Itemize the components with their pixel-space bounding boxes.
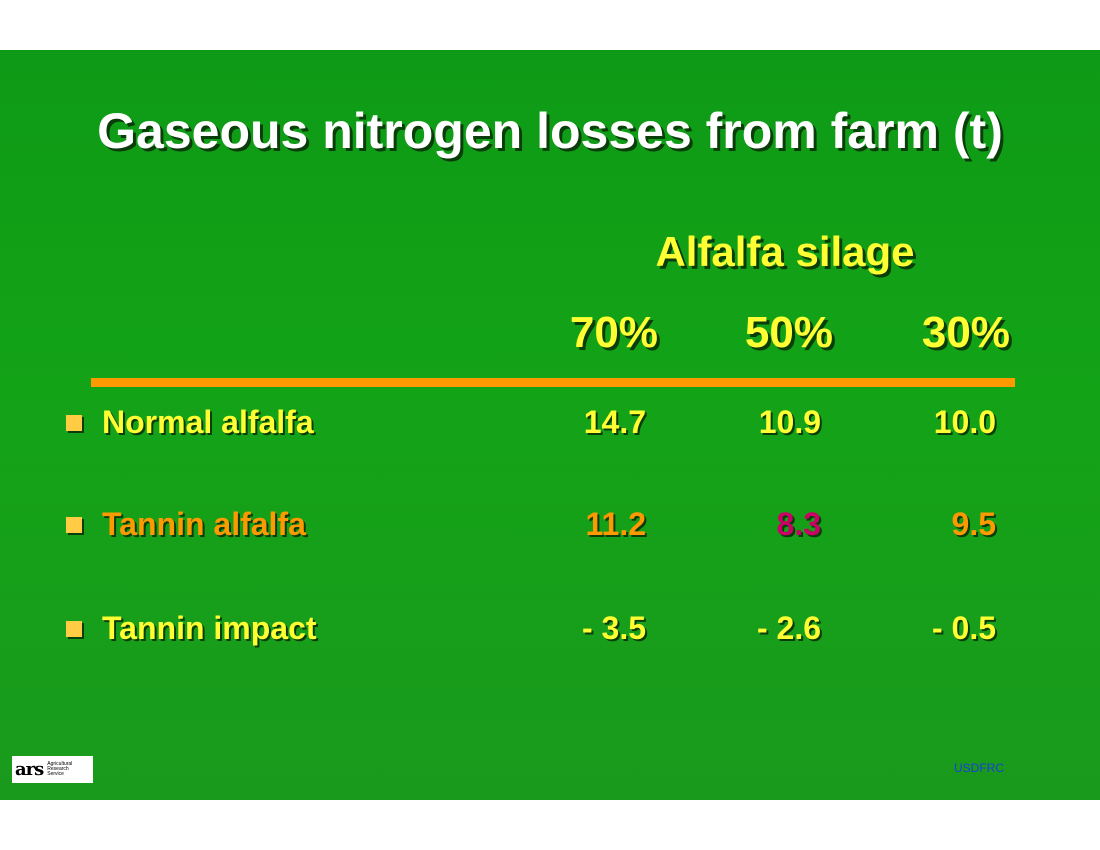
column-header-70: 70% (569, 308, 658, 357)
logo-line: Research (47, 766, 69, 772)
column-group-header: Alfalfa silage (655, 228, 915, 275)
ars-logo-text: Agricultural Research Service (47, 762, 72, 777)
logo-line: Service (47, 771, 64, 777)
footer-label: USDFRC (954, 761, 1004, 775)
cell-impact-70: - 3.5 (581, 610, 646, 646)
bullet-square-icon (66, 516, 82, 533)
slide-title: Gaseous nitrogen losses from farm (t) (97, 103, 1003, 159)
cell-tannin-70: 11.2 (585, 506, 646, 542)
column-header-50: 50% (744, 308, 833, 357)
cell-impact-30: - 0.5 (931, 610, 996, 646)
row-label-tannin-alfalfa: Tannin alfalfa (66, 506, 306, 543)
cell-normal-50: 10.9 (758, 404, 821, 440)
ars-logo: ars Agricultural Research Service (12, 756, 93, 783)
cell-impact-50: - 2.6 (756, 610, 821, 646)
ars-logo-mark: ars (15, 758, 44, 780)
row-label-text: Tannin alfalfa (102, 506, 306, 542)
cell-normal-70: 14.7 (583, 404, 646, 440)
row-label-tannin-impact: Tannin impact (66, 610, 317, 647)
bullet-square-icon (66, 620, 82, 637)
cell-tannin-50: 8.3 (776, 506, 821, 542)
cell-normal-30: 10.0 (933, 404, 996, 440)
row-label-text: Tannin impact (102, 610, 317, 646)
slide: Gaseous nitrogen losses from farm (t) Al… (0, 50, 1100, 800)
row-label-normal-alfalfa: Normal alfalfa (66, 404, 314, 441)
row-label-text: Normal alfalfa (102, 404, 314, 440)
column-header-30: 30% (921, 308, 1010, 357)
header-divider (91, 378, 1015, 387)
cell-tannin-30: 9.5 (951, 506, 996, 542)
logo-line: Agricultural (47, 761, 73, 767)
bullet-square-icon (66, 414, 82, 431)
